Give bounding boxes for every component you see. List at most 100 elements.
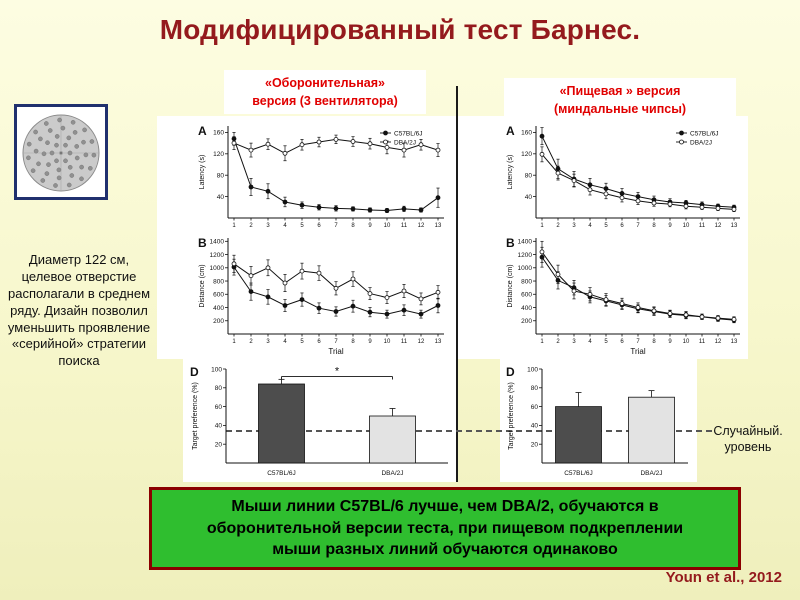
svg-text:1000: 1000 bbox=[518, 265, 533, 272]
svg-text:8: 8 bbox=[652, 223, 656, 229]
svg-text:*: * bbox=[335, 366, 340, 378]
svg-text:Latency (s): Latency (s) bbox=[199, 155, 206, 190]
svg-text:400: 400 bbox=[521, 305, 532, 312]
svg-text:C57BL/6J: C57BL/6J bbox=[394, 130, 423, 137]
svg-text:DBA/2J: DBA/2J bbox=[381, 470, 403, 477]
svg-text:5: 5 bbox=[604, 223, 608, 229]
svg-text:9: 9 bbox=[668, 223, 672, 229]
svg-text:D: D bbox=[190, 365, 199, 379]
barnes-maze-drawing bbox=[22, 114, 100, 192]
maze-note: Диаметр 122 см, целевое отверстие распол… bbox=[7, 252, 151, 369]
food-version-label-line1: «Пищевая » версия bbox=[559, 84, 681, 98]
svg-text:5: 5 bbox=[300, 223, 304, 229]
svg-text:Trial: Trial bbox=[328, 347, 343, 356]
charts-panel-top bbox=[157, 116, 748, 359]
svg-text:Trial: Trial bbox=[630, 347, 645, 356]
svg-text:40: 40 bbox=[215, 423, 223, 430]
food-preference-chart: D 20 40 60 80 100 Target preference (%) C57BL/6… bbox=[506, 365, 688, 477]
svg-text:5: 5 bbox=[300, 339, 304, 345]
svg-text:2: 2 bbox=[556, 223, 560, 229]
svg-text:800: 800 bbox=[213, 278, 224, 285]
svg-text:80: 80 bbox=[525, 173, 533, 180]
svg-text:1200: 1200 bbox=[518, 252, 533, 259]
svg-text:20: 20 bbox=[215, 442, 223, 449]
svg-text:C57BL/6J: C57BL/6J bbox=[267, 470, 296, 477]
svg-text:5: 5 bbox=[604, 339, 608, 345]
defensive-version-label-line1: «Оборонительная» bbox=[265, 76, 385, 90]
defensive-preference-chart: D 20 40 60 80 100 Target preference (%) C57BL/6… bbox=[190, 365, 448, 477]
svg-text:D: D bbox=[506, 365, 515, 379]
random-level-line bbox=[226, 430, 712, 432]
svg-text:800: 800 bbox=[521, 278, 532, 285]
svg-text:4: 4 bbox=[588, 339, 592, 345]
random-level-label-line2: уровень bbox=[724, 439, 772, 454]
svg-text:3: 3 bbox=[572, 223, 576, 229]
svg-text:10: 10 bbox=[683, 223, 690, 229]
svg-text:1400: 1400 bbox=[518, 239, 533, 246]
svg-text:40: 40 bbox=[531, 423, 539, 430]
svg-text:Target preference (%): Target preference (%) bbox=[192, 382, 199, 450]
svg-text:1: 1 bbox=[232, 223, 236, 229]
svg-text:13: 13 bbox=[435, 339, 442, 345]
svg-text:8: 8 bbox=[652, 339, 656, 345]
page-title: Модифицированный тест Барнес. bbox=[159, 14, 641, 45]
svg-text:7: 7 bbox=[334, 339, 338, 345]
svg-text:6: 6 bbox=[317, 339, 321, 345]
svg-text:40: 40 bbox=[217, 194, 225, 201]
svg-text:7: 7 bbox=[636, 339, 640, 345]
svg-text:40: 40 bbox=[525, 194, 533, 201]
svg-text:DBA/2J: DBA/2J bbox=[690, 139, 712, 146]
svg-text:6: 6 bbox=[620, 339, 624, 345]
food-version-label-line2: (миндальные чипсы) bbox=[553, 102, 687, 117]
svg-text:11: 11 bbox=[699, 223, 706, 229]
svg-text:12: 12 bbox=[715, 339, 722, 345]
svg-text:Distance (cm): Distance (cm) bbox=[199, 264, 206, 307]
svg-text:B: B bbox=[506, 236, 515, 250]
svg-text:Target preference (%): Target preference (%) bbox=[508, 382, 515, 450]
food-version-label: «Пищевая » версия (миндальные чипсы) bbox=[504, 78, 736, 123]
svg-text:DBA/2J: DBA/2J bbox=[394, 139, 416, 146]
svg-text:600: 600 bbox=[213, 292, 224, 299]
svg-text:1200: 1200 bbox=[210, 252, 225, 259]
svg-text:100: 100 bbox=[211, 366, 222, 373]
svg-text:8: 8 bbox=[351, 339, 355, 345]
svg-text:1000: 1000 bbox=[210, 265, 225, 272]
svg-text:1: 1 bbox=[540, 339, 544, 345]
svg-text:200: 200 bbox=[213, 318, 224, 325]
svg-text:12: 12 bbox=[715, 223, 722, 229]
svg-text:160: 160 bbox=[213, 130, 224, 137]
citation: Youn et al., 2012 bbox=[665, 569, 782, 586]
svg-text:6: 6 bbox=[620, 223, 624, 229]
svg-text:400: 400 bbox=[213, 305, 224, 312]
svg-text:A: A bbox=[198, 124, 207, 138]
svg-text:80: 80 bbox=[217, 173, 225, 180]
svg-text:9: 9 bbox=[668, 339, 672, 345]
column-divider bbox=[456, 86, 458, 482]
svg-text:100: 100 bbox=[527, 366, 538, 373]
svg-text:1: 1 bbox=[540, 223, 544, 229]
defensive-version-label: «Оборонительная» версия (3 вентилятора) bbox=[224, 70, 426, 115]
svg-text:A: A bbox=[506, 124, 515, 138]
defensive-version-label-line2: версия (3 вентилятора) bbox=[252, 94, 398, 109]
svg-text:80: 80 bbox=[215, 385, 223, 392]
svg-text:DBA/2J: DBA/2J bbox=[640, 470, 662, 477]
svg-text:12: 12 bbox=[418, 223, 425, 229]
svg-text:11: 11 bbox=[699, 339, 706, 345]
svg-text:7: 7 bbox=[334, 223, 338, 229]
svg-text:11: 11 bbox=[401, 339, 408, 345]
svg-text:1: 1 bbox=[232, 339, 236, 345]
svg-text:Latency (s): Latency (s) bbox=[507, 155, 514, 190]
svg-text:20: 20 bbox=[531, 442, 539, 449]
svg-text:11: 11 bbox=[401, 223, 408, 229]
svg-text:3: 3 bbox=[266, 339, 270, 345]
svg-text:9: 9 bbox=[368, 339, 372, 345]
svg-text:C57BL/6J: C57BL/6J bbox=[564, 470, 593, 477]
random-level-label: Случайный. уровень bbox=[700, 424, 796, 455]
svg-text:60: 60 bbox=[531, 404, 539, 411]
svg-text:12: 12 bbox=[418, 339, 425, 345]
svg-text:80: 80 bbox=[531, 385, 539, 392]
